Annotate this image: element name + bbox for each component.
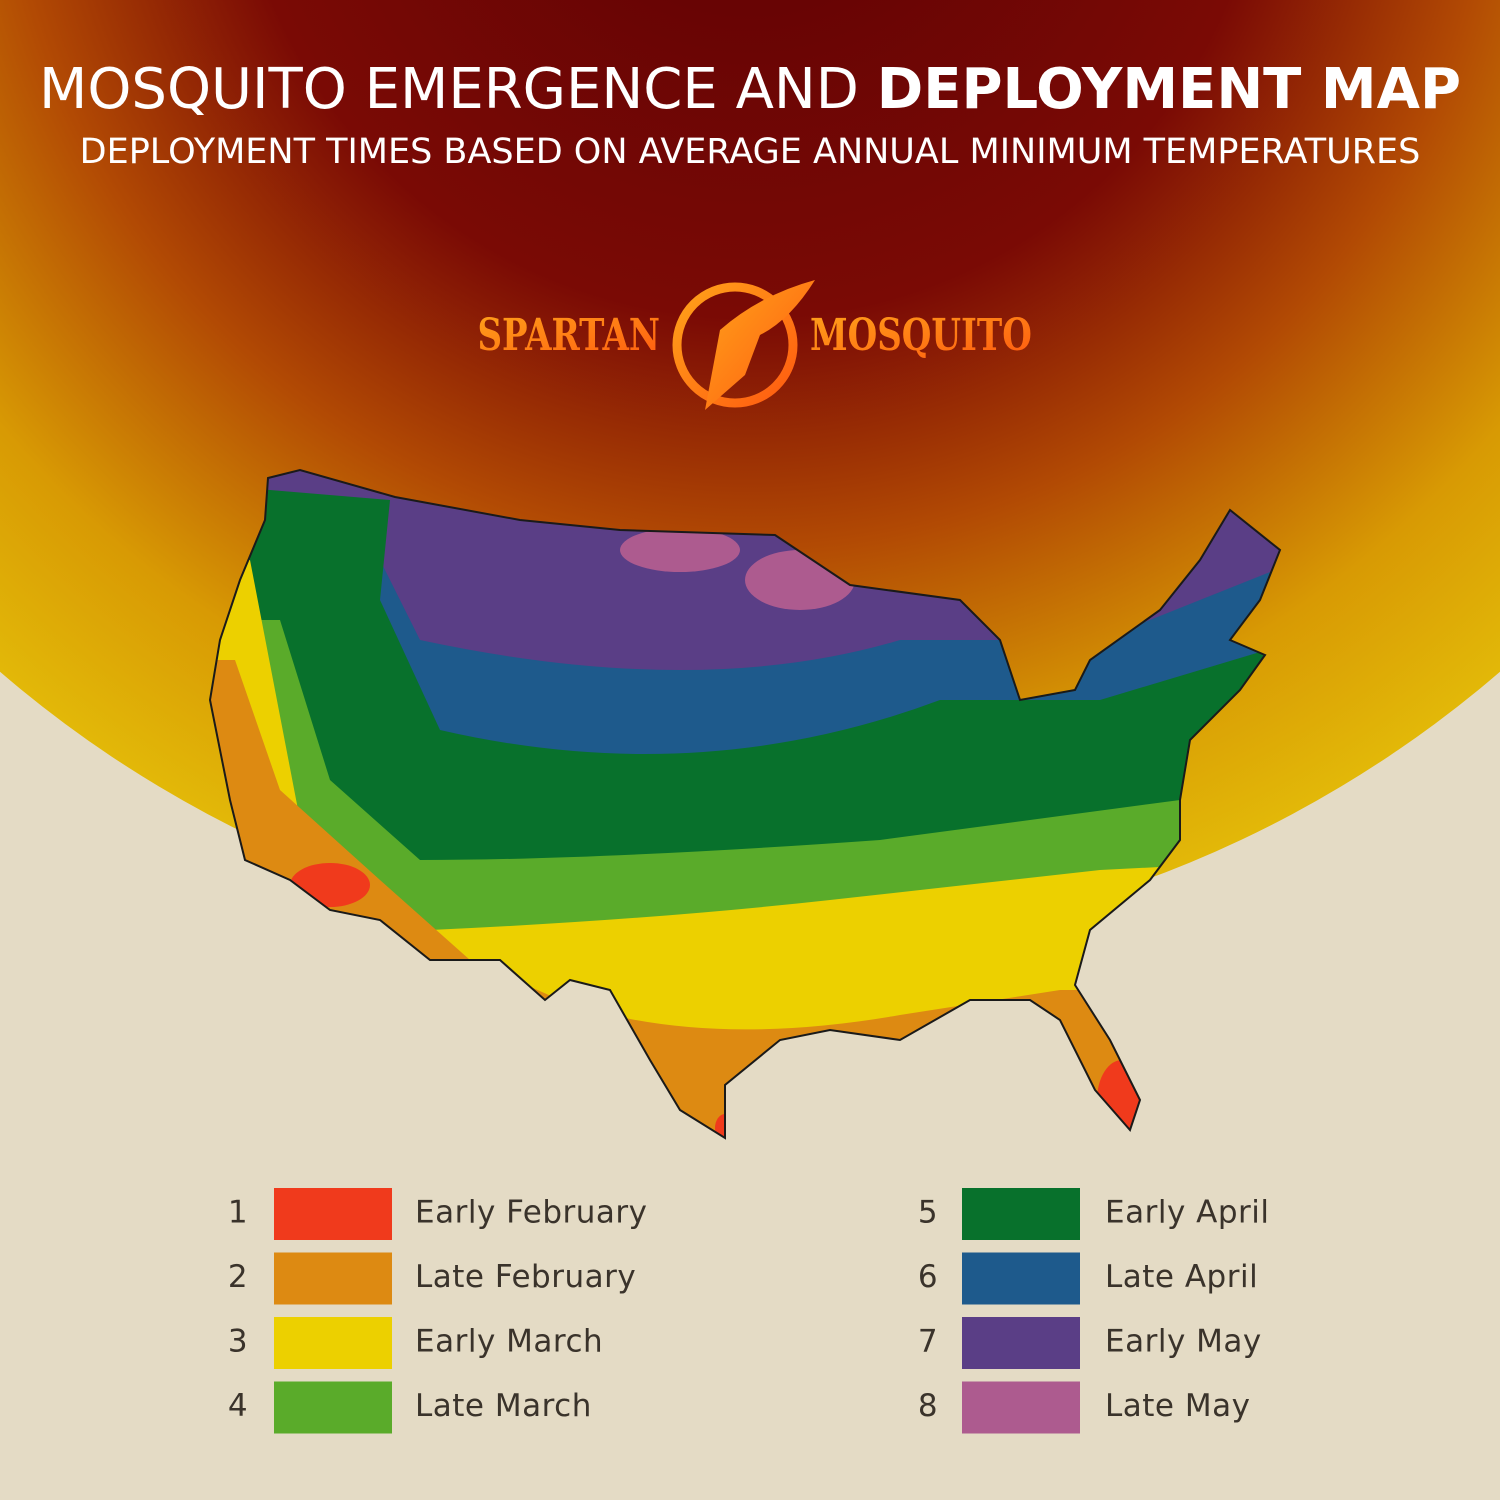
legend-label: Late April (1105, 1259, 1258, 1295)
legend-item: 4 Late March (228, 1381, 592, 1434)
legend-swatch (962, 1381, 1080, 1434)
map-outline (208, 468, 1282, 1140)
legend-item: 3 Early March (228, 1317, 603, 1369)
logo: SPARTAN MOSQUITO (477, 280, 1032, 410)
legend-number: 6 (918, 1259, 938, 1295)
legend-label: Early March (415, 1324, 603, 1360)
legend-item: 8 Late May (918, 1381, 1250, 1434)
legend-swatch (962, 1317, 1080, 1369)
legend-number: 5 (918, 1195, 938, 1231)
legend-swatch (962, 1252, 1080, 1305)
legend-number: 4 (228, 1388, 248, 1424)
legend-number: 2 (228, 1259, 248, 1295)
legend-number: 1 (228, 1195, 248, 1231)
logo-ring (672, 282, 798, 408)
legend-item: 2 Late February (228, 1252, 636, 1305)
legend-label: Early February (415, 1195, 648, 1231)
legend: 1 Early February 2 Late February 3 Early Marc… (228, 1188, 1270, 1434)
legend-label: Late March (415, 1388, 592, 1424)
legend-item: 5 Early April (918, 1188, 1270, 1240)
legend-number: 3 (228, 1324, 248, 1360)
logo-text: SPARTAN (477, 310, 660, 362)
legend-label: Late February (415, 1259, 636, 1295)
legend-swatch (274, 1381, 392, 1434)
legend-item: 7 Early May (918, 1317, 1262, 1369)
title: MOSQUITO EMERGENCE AND DEPLOYMENT MAP (39, 57, 1461, 122)
logo-helmet (705, 280, 815, 410)
legend-label: Early May (1105, 1324, 1262, 1360)
subtitle: DEPLOYMENT TIMES BASED ON AVERAGE ANNUAL… (80, 132, 1421, 172)
legend-label: Late May (1105, 1388, 1250, 1424)
legend-swatch (274, 1252, 392, 1305)
map-zone (620, 528, 740, 572)
legend-item: 6 Late April (918, 1252, 1258, 1305)
title-regular: MOSQUITO EMERGENCE AND (39, 57, 859, 122)
legend-swatch (274, 1188, 392, 1240)
legend-number: 7 (918, 1324, 938, 1360)
title-bold: DEPLOYMENT MAP (877, 57, 1461, 122)
legend-number: 8 (918, 1388, 938, 1424)
legend-swatch (274, 1317, 392, 1369)
legend-item: 1 Early February (228, 1188, 648, 1240)
logo-text: MOSQUITO (810, 310, 1032, 362)
legend-label: Early April (1105, 1195, 1270, 1231)
legend-swatch (962, 1188, 1080, 1240)
